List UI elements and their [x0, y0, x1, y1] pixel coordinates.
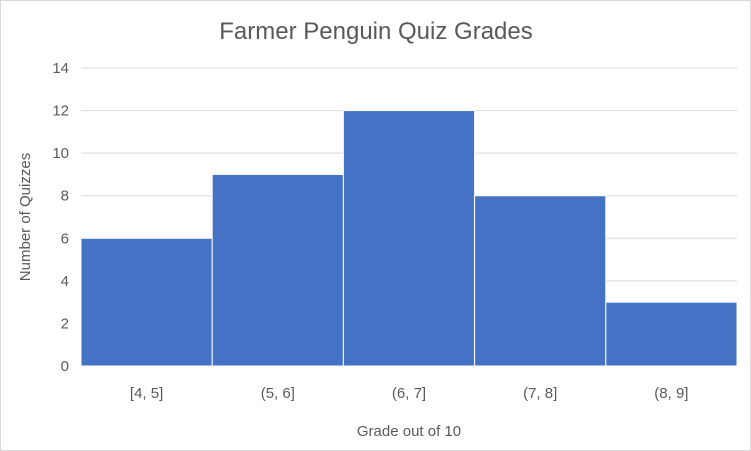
histogram-bar — [342, 110, 476, 367]
y-tick-label: 12 — [52, 103, 69, 120]
histogram-bar — [474, 195, 607, 367]
x-tick-label: (5, 6] — [261, 385, 295, 402]
x-tick-label: (8, 9] — [654, 385, 688, 402]
y-axis-title: Number of Quizzes — [17, 153, 34, 281]
y-tick-label: 8 — [61, 188, 69, 205]
x-tick-labels: [4, 5] (5, 6] (6, 7] (7, 8] (8, 9] — [130, 385, 689, 402]
histogram-bar — [605, 301, 738, 367]
bars — [80, 110, 738, 367]
y-tick-label: 6 — [61, 230, 69, 247]
y-tick-label: 14 — [52, 60, 69, 77]
histogram-bar — [80, 237, 213, 367]
y-tick-labels: 0 2 4 6 8 10 12 14 — [52, 60, 69, 375]
y-tick-label: 2 — [61, 315, 69, 332]
histogram-bar — [211, 173, 344, 367]
x-axis-title: Grade out of 10 — [357, 423, 461, 440]
y-tick-label: 10 — [52, 145, 69, 162]
y-tick-label: 4 — [61, 273, 69, 290]
x-tick-label: (7, 8] — [523, 385, 557, 402]
x-tick-label: [4, 5] — [130, 385, 163, 402]
x-tick-label: (6, 7] — [392, 385, 426, 402]
chart-title: Farmer Penguin Quiz Grades — [219, 18, 532, 45]
y-tick-label: 0 — [61, 358, 69, 375]
